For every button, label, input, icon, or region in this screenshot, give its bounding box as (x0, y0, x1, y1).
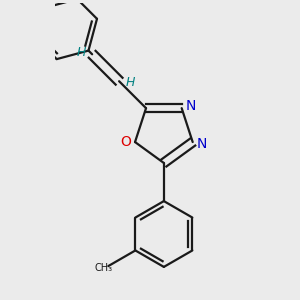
Text: H: H (77, 46, 86, 59)
Text: CH₃: CH₃ (95, 263, 113, 273)
Text: N: N (197, 137, 207, 151)
Text: N: N (186, 99, 196, 113)
Text: O: O (120, 135, 131, 149)
Text: H: H (126, 76, 135, 89)
